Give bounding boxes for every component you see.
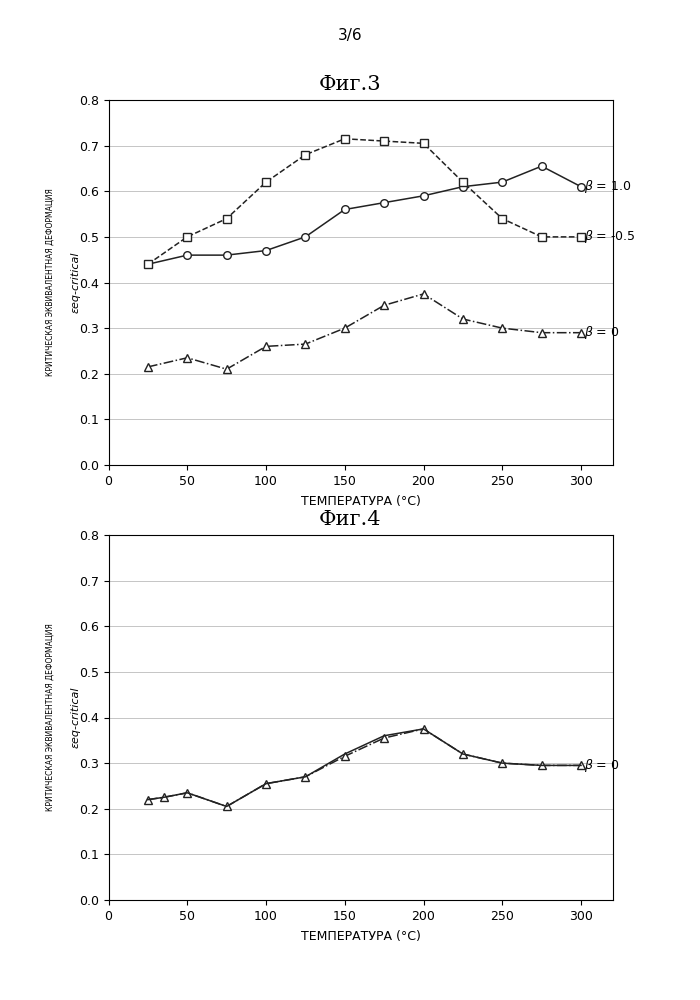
Text: $\beta$ = 0: $\beta$ = 0 (584, 324, 620, 341)
Text: 3/6: 3/6 (337, 28, 363, 43)
Text: Фиг.4: Фиг.4 (318, 510, 382, 529)
Text: $\beta$ = -0.5: $\beta$ = -0.5 (584, 228, 636, 245)
Text: КРИТИЧЕСКАЯ ЭКВИВАЛЕНТНАЯ ДЕФОРМАЦИЯ: КРИТИЧЕСКАЯ ЭКВИВАЛЕНТНАЯ ДЕФОРМАЦИЯ (46, 189, 55, 376)
Text: εeq-critical: εeq-critical (71, 252, 80, 313)
X-axis label: ТЕМПЕРАТУРА (°С): ТЕМПЕРАТУРА (°С) (300, 930, 421, 943)
Text: Фиг.3: Фиг.3 (318, 75, 382, 94)
Text: КРИТИЧЕСКАЯ ЭКВИВАЛЕНТНАЯ ДЕФОРМАЦИЯ: КРИТИЧЕСКАЯ ЭКВИВАЛЕНТНАЯ ДЕФОРМАЦИЯ (46, 624, 55, 811)
X-axis label: ТЕМПЕРАТУРА (°С): ТЕМПЕРАТУРА (°С) (300, 495, 421, 508)
Text: $\beta$ = 0: $\beta$ = 0 (584, 757, 620, 774)
Text: $\beta$ = 1.0: $\beta$ = 1.0 (584, 178, 631, 195)
Text: εeq-critical: εeq-critical (71, 687, 80, 748)
